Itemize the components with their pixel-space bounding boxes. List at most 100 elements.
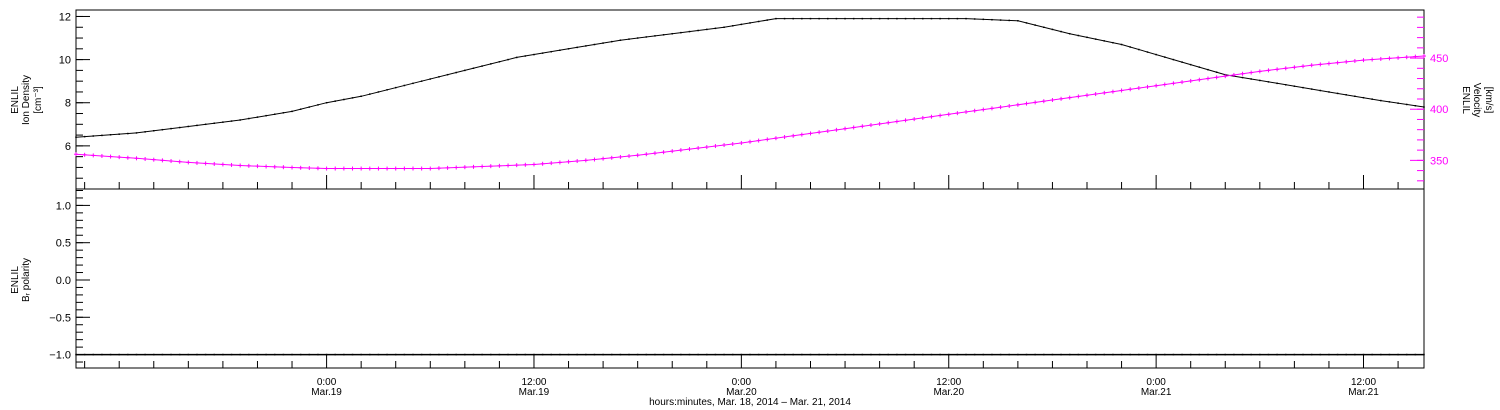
ion-density-point [429, 78, 432, 80]
br-polarity-point [533, 353, 535, 356]
br-polarity-point [153, 353, 155, 356]
br-polarity-point [541, 353, 544, 356]
br-polarity-point [870, 353, 872, 356]
date-tick-label: Mar.21 [1141, 387, 1172, 398]
br-polarity-point [446, 353, 449, 356]
ion-density-point [1397, 102, 1399, 104]
ion-density-point [403, 84, 406, 87]
ion-density-point [1146, 51, 1149, 53]
date-tick-label: Mar.19 [519, 387, 550, 398]
top-panel-frame [75, 9, 1425, 190]
ion-density-point [922, 17, 924, 20]
ion-density-point [222, 121, 224, 123]
ion-density-point [481, 65, 483, 67]
ion-density-point [161, 128, 164, 131]
ion-density-point [904, 17, 907, 20]
br-polarity-point [317, 353, 319, 356]
ion-density-point [455, 71, 457, 74]
ion-density-point [896, 17, 898, 20]
time-axis-title: hours:minutes, Mar. 18, 2014 – Mar. 21, … [649, 397, 851, 408]
density-axis-tick-label: 12 [59, 11, 71, 23]
ion-density-point [818, 17, 820, 20]
ion-density-point [610, 40, 613, 43]
bottom-panel-frame [75, 188, 1425, 369]
ion-density-point [386, 89, 388, 91]
top-right-axis-label-line1: ENLIL [1460, 86, 1471, 114]
br-polarity-point [213, 353, 216, 356]
br-polarity-point [1060, 353, 1062, 356]
ion-density-point [507, 58, 509, 61]
br-polarity-point [75, 353, 77, 356]
ion-density-point [1276, 82, 1278, 85]
ion-density-point [835, 17, 838, 20]
br-polarity-point [645, 353, 648, 356]
ion-density-point [680, 31, 682, 34]
br-polarity-point [697, 353, 699, 356]
br-polarity-point [507, 353, 509, 356]
ion-density-point [472, 67, 475, 69]
ion-density-point [654, 35, 656, 37]
br-polarity-point [170, 353, 172, 356]
ion-density-point [1267, 81, 1270, 83]
br-polarity-point [965, 353, 967, 356]
top-left-axis-label-line3: [cm⁻³] [33, 86, 44, 114]
time-tick-label: 0:00 [317, 377, 337, 388]
br-polarity-point [1120, 353, 1123, 356]
ion-density-point [723, 26, 725, 29]
ion-density-point [1172, 58, 1175, 61]
velocity-axis-tick-label: 450 [1430, 53, 1448, 65]
ion-density-point [619, 39, 622, 41]
br-polarity-point [273, 353, 276, 356]
ion-density-point [731, 25, 734, 27]
br-polarity-point [1043, 353, 1045, 356]
ion-density-point [464, 69, 466, 72]
ion-density-point [827, 17, 829, 20]
ion-density-point [982, 18, 985, 21]
ion-density-point [377, 91, 380, 93]
ion-density-point [559, 49, 561, 52]
ion-density-point [1354, 95, 1356, 98]
br-polarity-point [1405, 353, 1408, 356]
br-polarity-point [429, 353, 432, 356]
br-polarity-point [593, 353, 596, 356]
ion-density-point [204, 123, 207, 126]
br-polarity-point [377, 353, 380, 356]
ion-density-point [308, 106, 311, 108]
ion-density-point [248, 117, 250, 120]
ion-density-point [1371, 98, 1373, 100]
ion-density-point [1345, 94, 1347, 96]
br-polarity-point [671, 353, 673, 356]
br-polarity-point [481, 353, 483, 356]
br-polarity-point [256, 353, 259, 356]
ion-density-point [1068, 32, 1071, 35]
polarity-axis-tick-label: 0.5 [56, 238, 71, 250]
br-polarity-point [1207, 353, 1209, 356]
br-polarity-point [403, 353, 406, 356]
ion-density-point [153, 130, 155, 132]
br-polarity-point [1371, 353, 1373, 356]
ion-density-point [1086, 36, 1088, 39]
ion-density-point [515, 56, 518, 59]
ion-density-point [965, 17, 967, 20]
br-polarity-point [394, 353, 397, 356]
br-polarity-point [83, 353, 86, 356]
br-polarity-point [1354, 353, 1356, 356]
ion-density-point [749, 22, 751, 24]
velocity-axis-tick-label: 400 [1430, 104, 1448, 116]
br-polarity-point [282, 353, 285, 356]
ion-density-point [973, 18, 976, 20]
ion-density-point [127, 132, 129, 135]
ion-density-point [714, 27, 717, 30]
ion-density-point [170, 127, 172, 130]
br-polarity-point [1189, 353, 1192, 356]
ion-density-point [1207, 68, 1209, 71]
br-polarity-point [1388, 353, 1391, 356]
ion-density-point [524, 55, 527, 57]
ion-density-point [1034, 24, 1036, 26]
ion-density-point [585, 45, 587, 47]
ion-density-point [809, 17, 812, 20]
date-tick-label: Mar.21 [1348, 387, 1379, 398]
br-polarity-point [783, 353, 786, 356]
top-left-axis-label-line1: ENLIL [10, 86, 21, 114]
top-left-axis-label-line2: Ion Density [21, 75, 32, 125]
